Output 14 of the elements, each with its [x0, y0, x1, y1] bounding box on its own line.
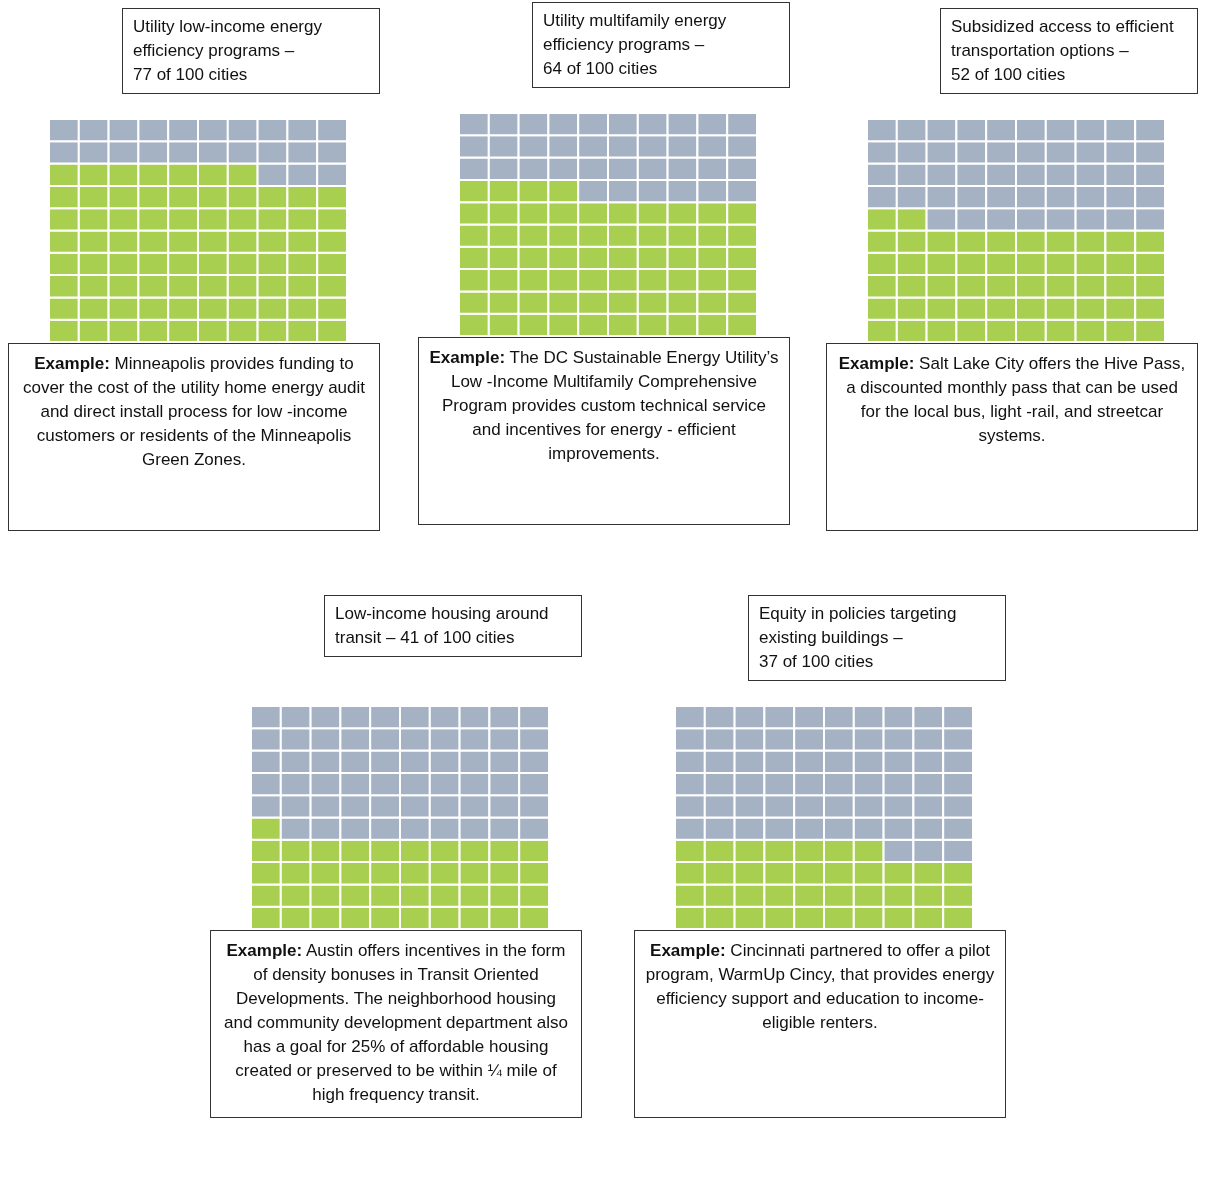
text: Example: Cincinnati partnered to offer a pilot program, WarmUp Cincy, that provides energy efficiency support and education to income-eligible renters. — [634, 930, 1006, 1118]
data-label: 77 of 100 cities — [133, 65, 248, 84]
data-label: 52 of 100 cities — [951, 65, 1066, 84]
text: Example: The DC Sustainable Energy Utility’s Low -Income Multifamily Comprehensive Program provides custom technical service and incentives for energy - efficient improvements. — [418, 337, 790, 525]
text: Equity in policies targeting existing buildings – — [759, 604, 957, 647]
data-label: 37 of 100 cities — [759, 652, 874, 671]
text: Utility multifamily energy efficiency programs – — [543, 11, 727, 54]
text: Utility low-income energy efficiency programs – — [133, 17, 322, 60]
text: Subsidized access to efficient transportation options – — [951, 17, 1174, 60]
data-label: 41 of 100 cities — [400, 628, 515, 647]
data-label: 64 of 100 cities — [543, 59, 658, 78]
text: Example: Minneapolis provides funding to cover the cost of the utility home energy audit and direct install process for low -income customers or residents of the Minneapolis Green Zones. — [8, 343, 380, 531]
text: Example: Salt Lake City offers the Hive Pass, a discounted monthly pass that can be used for the local bus, light -rail, and streetcar systems. — [826, 343, 1198, 531]
text: Example: Austin offers incentives in the form of density bonuses in Transit Oriented Developments. The neighborhood housing and community development department also has a goal for 25% of affordable housing created or preserved to be within ¼ mile of high frequency transit. — [210, 930, 582, 1118]
